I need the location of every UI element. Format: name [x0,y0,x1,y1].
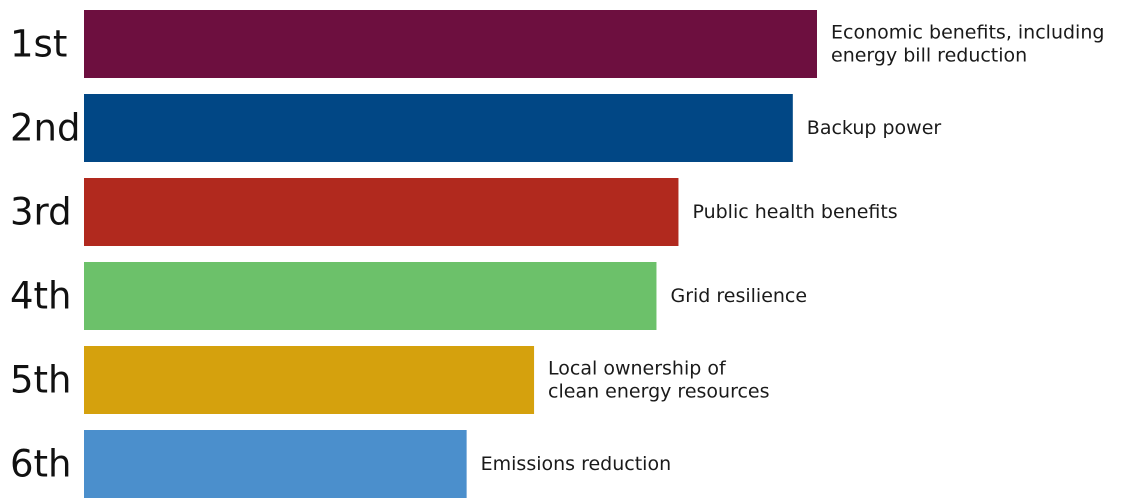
bar-label-1-line-1: Economic benefits, including [831,22,1104,44]
bar-label-4-line-1: Grid resilience [670,285,807,307]
rank-label-1: 1st [10,23,67,66]
bar-3 [84,178,679,246]
bar-6 [84,430,467,498]
bar-label-1-line-2: energy bill reduction [831,45,1027,67]
bar-label-3: Public health benefits [692,201,897,223]
bar-label-5: Local ownership of clean energy resources [548,358,769,403]
rank-label-4: 4th [10,275,72,318]
bar-label-6-line-1: Emissions reduction [481,453,672,475]
rank-label-2: 2nd [10,107,80,150]
bar-label-5-line-2: clean energy resources [548,381,769,403]
rank-label-6: 6th [10,443,72,486]
bar-label-1: Economic benefits, including energy bill … [831,22,1104,67]
bar-4 [84,262,657,330]
bar-1 [84,10,817,78]
bar-label-2: Backup power [807,117,942,139]
rank-label-3: 3rd [10,191,72,234]
bar-5 [84,346,535,414]
rank-label-5: 5th [10,359,72,402]
bar-2 [84,94,793,162]
bar-label-4: Grid resilience [670,285,807,307]
bar-label-6: Emissions reduction [481,453,672,475]
bar-label-5-line-1: Local ownership of [548,358,727,380]
bar-label-2-line-1: Backup power [807,117,942,139]
bar-label-3-line-1: Public health benefits [692,201,897,223]
